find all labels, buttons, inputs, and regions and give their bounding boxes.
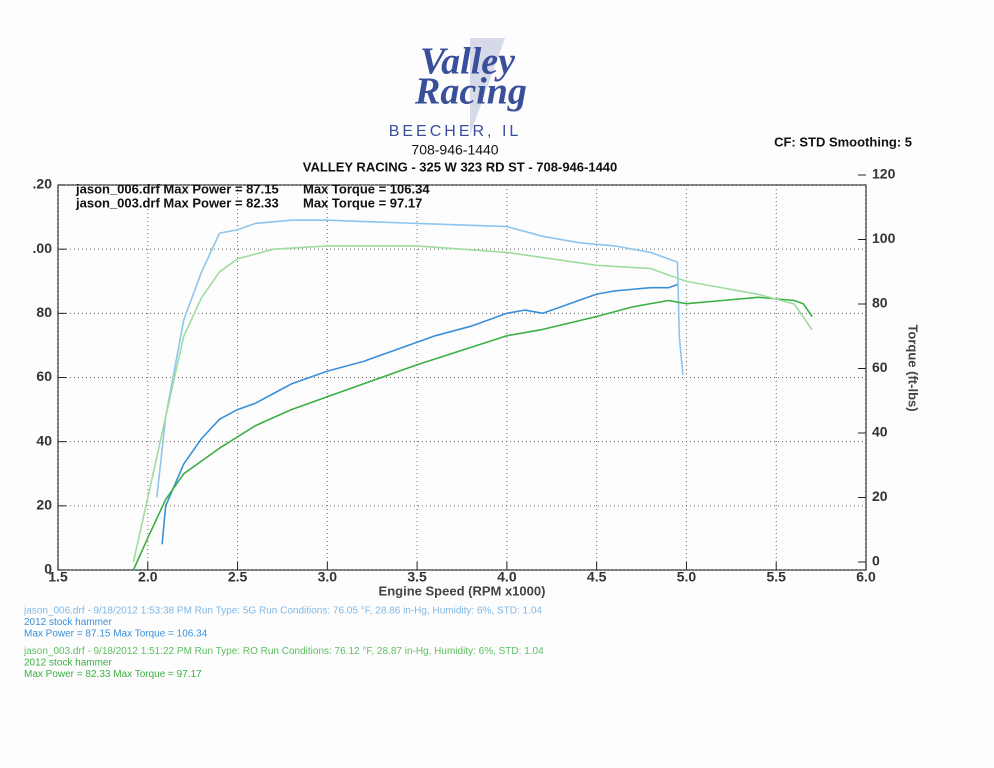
x-tick-label: 3.0 xyxy=(318,569,338,585)
x-tick-label: 3.5 xyxy=(407,569,427,585)
logo-bottom: Racing xyxy=(414,71,527,113)
y2-tick-label: 100 xyxy=(872,230,896,246)
series-line xyxy=(132,245,813,563)
x-tick-label: 4.0 xyxy=(497,569,517,585)
x-tick-label: 5.5 xyxy=(766,569,786,585)
y-tick-label: 60 xyxy=(36,368,52,384)
y-tick-label: 0 xyxy=(44,561,52,577)
legend-entry: jason_003.drf Max Power = 82.33 xyxy=(75,195,279,210)
footer-line: Max Power = 87.15 Max Torque = 106.34 xyxy=(24,629,208,640)
logo-top: Valley xyxy=(420,41,515,83)
phone: 708-946-1440 xyxy=(411,142,498,158)
series-line xyxy=(132,296,813,571)
legend-entry: jason_006.drf Max Power = 87.15 xyxy=(75,181,279,196)
series-line xyxy=(161,283,678,545)
y2-tick-label: 60 xyxy=(872,359,888,375)
x-tick-label: 2.5 xyxy=(228,569,248,585)
x-tick-label: 1.5 xyxy=(48,569,68,585)
logo-mark xyxy=(470,38,505,135)
footer-line: Max Power = 82.33 Max Torque = 97.17 xyxy=(24,669,202,680)
y2-axis-label: Torque (ft-lbs) xyxy=(906,324,921,411)
x-tick-label: 2.0 xyxy=(138,569,158,585)
y-tick-label: 20 xyxy=(36,497,52,513)
footer-line: 2012 stock hammer xyxy=(24,617,112,628)
y2-tick-label: 0 xyxy=(872,553,880,569)
footer-line: jason_006.drf - 9/18/2012 1:53:38 PM Run… xyxy=(23,606,542,617)
x-axis-label: Engine Speed (RPM x1000) xyxy=(379,583,546,598)
city: BEECHER, IL xyxy=(389,123,522,140)
x-tick-label: 5.0 xyxy=(677,569,697,585)
y-tick-label: 80 xyxy=(36,304,52,320)
settings: CF: STD Smoothing: 5 xyxy=(774,134,912,149)
footer-line: jason_003.drf - 9/18/2012 1:51:22 PM Run… xyxy=(23,646,544,657)
x-tick-label: 6.0 xyxy=(856,569,876,585)
y2-tick-label: 120 xyxy=(872,166,896,182)
legend-torque: Max Torque = 106.34 xyxy=(303,181,430,196)
footer-line: 2012 stock hammer xyxy=(24,658,112,669)
y2-tick-label: 80 xyxy=(872,295,888,311)
y-tick-label: 40 xyxy=(36,432,52,448)
chart-title: VALLEY RACING - 325 W 323 RD ST - 708-94… xyxy=(303,159,618,174)
x-tick-label: 4.5 xyxy=(587,569,607,585)
y-tick-label: .00 xyxy=(33,240,53,256)
y2-tick-label: 20 xyxy=(872,488,888,504)
series-line xyxy=(156,219,684,498)
legend-torque: Max Torque = 97.17 xyxy=(303,195,422,210)
y2-tick-label: 40 xyxy=(872,424,888,440)
y-tick-label: .20 xyxy=(33,176,53,192)
